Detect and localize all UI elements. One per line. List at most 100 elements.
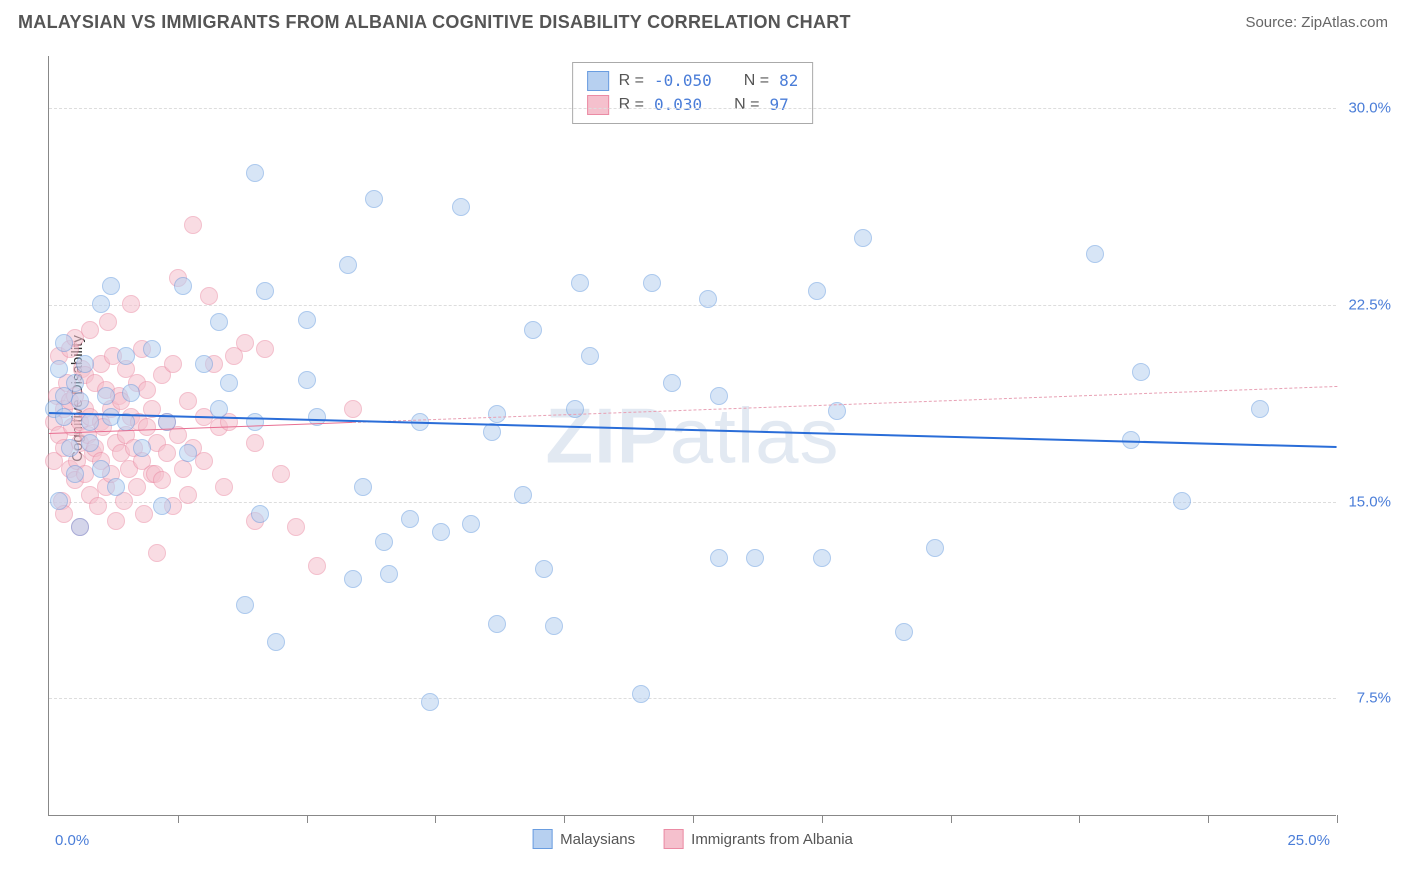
scatter-point xyxy=(76,355,94,373)
scatter-point xyxy=(184,216,202,234)
scatter-point xyxy=(71,392,89,410)
scatter-point xyxy=(432,523,450,541)
scatter-point xyxy=(143,340,161,358)
scatter-point xyxy=(148,544,166,562)
scatter-point xyxy=(210,400,228,418)
scatter-point xyxy=(81,413,99,431)
legend-item: Malaysians xyxy=(532,829,635,849)
legend-row: R = 0.030N =97 xyxy=(587,93,799,117)
y-tick-label: 7.5% xyxy=(1357,690,1391,707)
scatter-point xyxy=(808,282,826,300)
gridline xyxy=(49,502,1336,503)
legend-swatch xyxy=(587,95,609,115)
scatter-point xyxy=(55,408,73,426)
scatter-point xyxy=(158,444,176,462)
watermark: ZIPatlas xyxy=(545,390,839,481)
scatter-point xyxy=(1173,492,1191,510)
scatter-point xyxy=(699,290,717,308)
x-axis-min-label: 0.0% xyxy=(55,832,89,849)
scatter-point xyxy=(256,340,274,358)
x-tick xyxy=(693,815,694,823)
scatter-point xyxy=(710,549,728,567)
scatter-point xyxy=(92,295,110,313)
trend-line xyxy=(49,412,1337,448)
scatter-point xyxy=(138,381,156,399)
scatter-point xyxy=(55,334,73,352)
scatter-point xyxy=(122,384,140,402)
x-tick xyxy=(307,815,308,823)
scatter-point xyxy=(365,190,383,208)
scatter-point xyxy=(164,355,182,373)
scatter-point xyxy=(267,633,285,651)
scatter-point xyxy=(581,347,599,365)
scatter-point xyxy=(663,374,681,392)
scatter-point xyxy=(813,549,831,567)
scatter-point xyxy=(50,360,68,378)
scatter-point xyxy=(174,460,192,478)
scatter-point xyxy=(344,570,362,588)
scatter-point xyxy=(135,505,153,523)
scatter-point xyxy=(854,229,872,247)
x-tick xyxy=(178,815,179,823)
scatter-point xyxy=(50,492,68,510)
scatter-point xyxy=(488,615,506,633)
scatter-point xyxy=(66,465,84,483)
y-tick-label: 15.0% xyxy=(1348,493,1391,510)
scatter-point xyxy=(195,355,213,373)
scatter-point xyxy=(746,549,764,567)
scatter-point xyxy=(215,478,233,496)
scatter-point xyxy=(179,444,197,462)
scatter-point xyxy=(298,371,316,389)
scatter-point xyxy=(488,405,506,423)
scatter-point xyxy=(128,478,146,496)
scatter-point xyxy=(643,274,661,292)
scatter-point xyxy=(344,400,362,418)
gridline xyxy=(49,305,1336,306)
scatter-point xyxy=(174,277,192,295)
scatter-point xyxy=(632,685,650,703)
scatter-point xyxy=(545,617,563,635)
scatter-point xyxy=(99,313,117,331)
scatter-point xyxy=(710,387,728,405)
scatter-point xyxy=(251,505,269,523)
scatter-point xyxy=(107,478,125,496)
scatter-point xyxy=(462,515,480,533)
scatter-point xyxy=(308,557,326,575)
scatter-point xyxy=(298,311,316,329)
legend-swatch xyxy=(532,829,552,849)
scatter-point xyxy=(895,623,913,641)
scatter-point xyxy=(514,486,532,504)
x-tick xyxy=(564,815,565,823)
n-value: 97 xyxy=(769,93,788,117)
scatter-point xyxy=(535,560,553,578)
scatter-point xyxy=(66,374,84,392)
legend-row: R =-0.050N =82 xyxy=(587,69,799,93)
scatter-point xyxy=(153,497,171,515)
scatter-point xyxy=(452,198,470,216)
scatter-point xyxy=(236,596,254,614)
r-label: R = xyxy=(619,69,644,93)
scatter-point xyxy=(1251,400,1269,418)
x-axis-max-label: 25.0% xyxy=(1287,832,1330,849)
scatter-point xyxy=(483,423,501,441)
correlation-legend: R =-0.050N =82R = 0.030N =97 xyxy=(572,62,814,124)
chart-title: MALAYSIAN VS IMMIGRANTS FROM ALBANIA COG… xyxy=(18,12,851,33)
gridline xyxy=(49,698,1336,699)
scatter-point xyxy=(133,439,151,457)
x-tick xyxy=(1337,815,1338,823)
scatter-point xyxy=(375,533,393,551)
scatter-point xyxy=(179,392,197,410)
scatter-point xyxy=(71,518,89,536)
scatter-point xyxy=(97,387,115,405)
scatter-point xyxy=(524,321,542,339)
scatter-point xyxy=(354,478,372,496)
x-tick xyxy=(435,815,436,823)
scatter-point xyxy=(107,512,125,530)
scatter-point xyxy=(926,539,944,557)
scatter-point xyxy=(380,565,398,583)
legend-label: Malaysians xyxy=(560,831,635,848)
x-tick xyxy=(1079,815,1080,823)
scatter-point xyxy=(1086,245,1104,263)
scatter-point xyxy=(1132,363,1150,381)
series-legend: MalaysiansImmigrants from Albania xyxy=(532,829,853,849)
